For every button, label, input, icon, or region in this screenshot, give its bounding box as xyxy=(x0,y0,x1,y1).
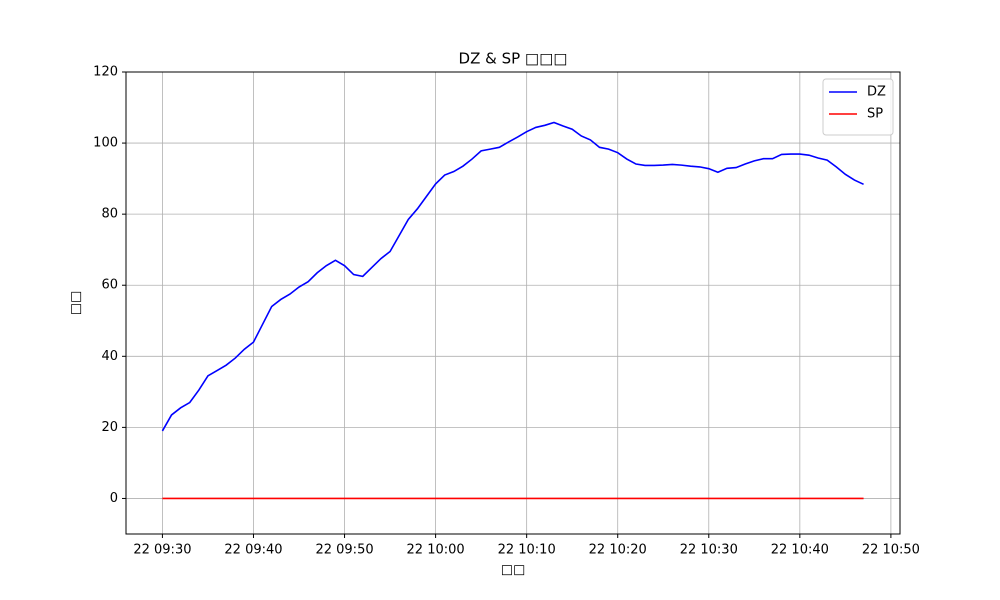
x-tick-label: 22 10:10 xyxy=(498,543,556,558)
y-tick-label: 0 xyxy=(110,491,118,506)
x-tick-label: 22 09:30 xyxy=(133,543,191,558)
y-tick-label: 20 xyxy=(101,420,118,435)
x-tick-label: 22 10:20 xyxy=(589,543,647,558)
x-tick-label: 22 10:00 xyxy=(407,543,465,558)
x-tick-label: 22 10:30 xyxy=(680,543,738,558)
x-tick-label: 22 09:50 xyxy=(315,543,373,558)
x-axis-label: □□ xyxy=(501,563,526,578)
y-tick-label: 80 xyxy=(101,207,118,222)
y-tick-label: 60 xyxy=(101,278,118,293)
x-tick-label: 22 10:50 xyxy=(862,543,920,558)
legend-label: SP xyxy=(867,107,883,122)
x-tick-label: 22 09:40 xyxy=(224,543,282,558)
plot-frame xyxy=(125,71,901,535)
legend-box xyxy=(822,78,894,136)
chart-title: DZ & SP □□□ xyxy=(459,50,568,68)
x-tick-label: 22 10:40 xyxy=(771,543,829,558)
legend-label: DZ xyxy=(867,85,886,100)
y-tick-label: 120 xyxy=(93,65,118,80)
y-tick-label: 100 xyxy=(93,136,118,151)
y-tick-label: 40 xyxy=(101,349,118,364)
line xyxy=(161,121,864,432)
y-axis-label: □□ xyxy=(69,291,84,316)
